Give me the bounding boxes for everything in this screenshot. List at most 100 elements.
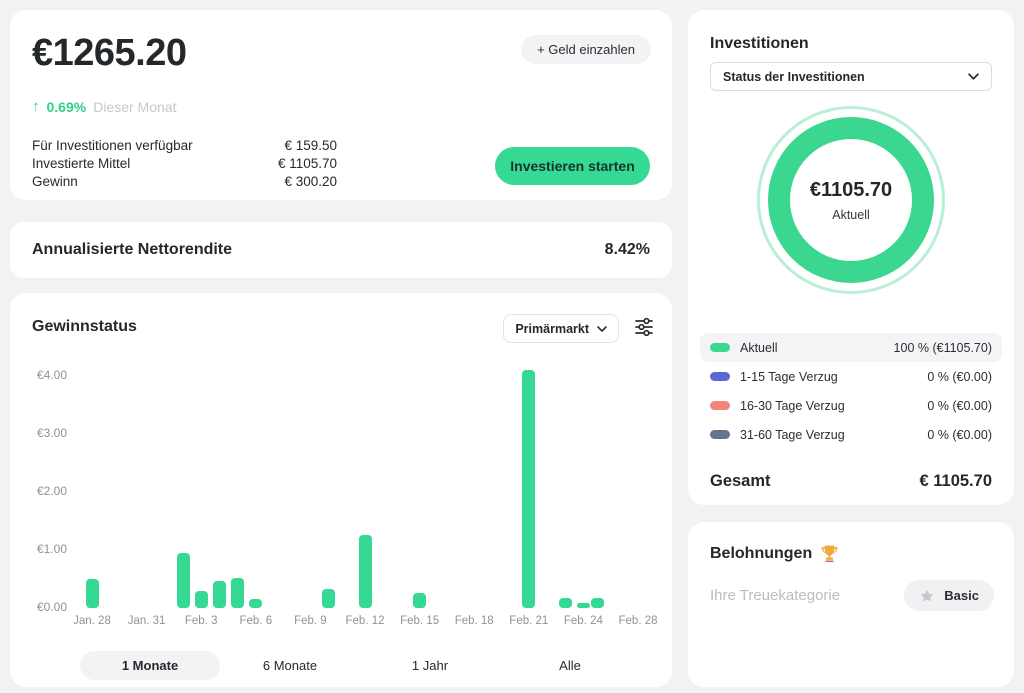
x-axis-label: Feb. 24 <box>563 615 603 627</box>
investment-status-legend: Aktuell 100 % (€1105.70) 1-15 Tage Verzug 0… <box>700 333 1002 449</box>
y-axis-label: €0.00 <box>36 600 67 614</box>
timeframe-tab-6-monate[interactable]: 6 Monate <box>262 658 318 673</box>
stat-row: Gewinn € 300.20 <box>32 173 337 191</box>
loyalty-row: Ihre Treuekategorie Basic <box>710 580 994 611</box>
net-return-value: 8.42% <box>604 241 650 258</box>
x-axis-label: Feb. 28 <box>618 615 658 627</box>
total-value: € 1105.70 <box>919 472 993 490</box>
deposit-money-button[interactable]: + Geld einzahlen <box>521 35 651 64</box>
rewards-title: Belohnungen <box>710 544 839 563</box>
x-axis-label: Jan. 28 <box>73 615 111 627</box>
chart-filter-button[interactable] <box>632 316 656 340</box>
legend-label: Aktuell <box>740 340 778 355</box>
start-investing-button[interactable]: Investieren starten <box>495 147 650 185</box>
profit-bar <box>231 578 245 608</box>
monthly-change: ↑ 0.69% Dieser Monat <box>32 98 176 115</box>
stat-label: Gewinn <box>32 174 78 189</box>
legend-row[interactable]: 31-60 Tage Verzug 0 % (€0.00) <box>700 420 1002 449</box>
legend-dot <box>710 430 730 439</box>
loyalty-tier-text: Basic <box>944 588 979 603</box>
profit-bar <box>85 579 99 608</box>
legend-label: 16-30 Tage Verzug <box>740 398 845 413</box>
timeframe-tabs: 1 Monate 6 Monate 1 Jahr Alle <box>80 651 640 680</box>
legend-row[interactable]: 1-15 Tage Verzug 0 % (€0.00) <box>700 362 1002 391</box>
change-period: Dieser Monat <box>93 98 177 115</box>
loyalty-label: Ihre Treuekategorie <box>710 587 841 604</box>
y-axis-label: €4.00 <box>36 368 67 382</box>
profit-bar <box>413 593 427 608</box>
star-icon <box>920 589 934 602</box>
net-return-card: Annualisierte Nettorendite 8.42% <box>10 222 672 278</box>
balance-card: €1265.20 + Geld einzahlen ↑ 0.69% Dieser… <box>10 10 672 200</box>
donut-ring: €1105.70 Aktuell <box>768 117 934 283</box>
profit-status-title: Gewinnstatus <box>32 318 137 335</box>
x-axis-label: Feb. 18 <box>454 615 494 627</box>
timeframe-tab-alle[interactable]: Alle <box>559 658 581 673</box>
chevron-down-icon <box>597 325 607 332</box>
stat-value: € 159.50 <box>284 138 337 153</box>
total-label: Gesamt <box>710 472 771 490</box>
profit-bar <box>590 598 604 608</box>
investments-card: Investitionen Status der Investitionen €… <box>688 10 1014 505</box>
profit-bar <box>194 591 208 608</box>
x-axis-label: Feb. 12 <box>345 615 385 627</box>
legend-label: 1-15 Tage Verzug <box>740 369 838 384</box>
legend-value: 0 % (€0.00) <box>927 398 992 413</box>
legend-dot <box>710 372 730 381</box>
y-axis-label: €3.00 <box>36 426 67 440</box>
profit-bar <box>322 589 336 608</box>
sliders-icon <box>635 317 653 337</box>
stat-value: € 300.20 <box>284 174 337 189</box>
rewards-card: Belohnungen Ihre Treuekategorie Basic <box>688 522 1014 687</box>
x-axis-label: Feb. 3 <box>184 615 218 627</box>
change-percent: 0.69% <box>46 98 87 115</box>
profit-bar <box>558 598 572 608</box>
profit-status-card: Gewinnstatus Primärmarkt €0.00 €1.00 €2.00… <box>10 293 672 687</box>
profit-bar <box>522 370 536 608</box>
rewards-title-text: Belohnungen <box>710 544 813 562</box>
legend-dot <box>710 343 730 352</box>
legend-label: 31-60 Tage Verzug <box>740 427 845 442</box>
legend-value: 0 % (€0.00) <box>927 427 992 442</box>
stat-value: € 1105.70 <box>277 156 337 171</box>
legend-row[interactable]: Aktuell 100 % (€1105.70) <box>700 333 1002 362</box>
y-axis-label: €2.00 <box>36 484 67 498</box>
loyalty-tier-badge: Basic <box>904 580 994 611</box>
x-axis-label: Feb. 21 <box>509 615 549 627</box>
donut-center-value: €1105.70 <box>809 178 893 201</box>
profit-bar <box>576 603 590 608</box>
y-axis-label: €1.00 <box>36 542 67 556</box>
profit-bar <box>358 535 372 608</box>
x-axis-label: Feb. 6 <box>239 615 273 627</box>
donut-center-label: Aktuell <box>832 207 870 222</box>
investments-total-row: Gesamt € 1105.70 <box>710 472 992 491</box>
profit-bar <box>212 581 226 608</box>
trophy-icon <box>821 545 838 562</box>
donut-outer-ring <box>757 106 945 294</box>
stat-label: Investierte Mittel <box>32 156 131 171</box>
net-return-label: Annualisierte Nettorendite <box>32 241 233 258</box>
up-arrow-icon: ↑ <box>32 98 40 115</box>
stat-row: Investierte Mittel € 1105.70 <box>32 155 337 173</box>
x-axis-label: Feb. 15 <box>400 615 440 627</box>
legend-value: 0 % (€0.00) <box>927 369 992 384</box>
legend-dot <box>710 401 730 410</box>
market-dropdown-label: Primärmarkt <box>515 321 589 336</box>
x-axis-label: Jan. 31 <box>127 615 166 627</box>
investments-title: Investitionen <box>710 35 809 52</box>
investment-status-dropdown[interactable]: Status der Investitionen <box>710 62 992 91</box>
investment-status-dropdown-label: Status der Investitionen <box>723 69 865 84</box>
total-balance: €1265.20 <box>32 32 187 74</box>
x-axis-label: Feb. 9 <box>294 615 327 627</box>
stat-row: Für Investitionen verfügbar € 159.50 <box>32 137 337 155</box>
legend-row[interactable]: 16-30 Tage Verzug 0 % (€0.00) <box>700 391 1002 420</box>
profit-bar <box>176 553 190 608</box>
stat-label: Für Investitionen verfügbar <box>32 138 193 153</box>
balance-stats: Für Investitionen verfügbar € 159.50 Inves… <box>32 137 337 191</box>
market-dropdown[interactable]: Primärmarkt <box>503 314 619 343</box>
profit-chart: €0.00 €1.00 €2.00 €3.00 €4.00 Jan. 28 Jan. 31 F… <box>37 363 658 627</box>
timeframe-tab-1-jahr[interactable]: 1 Jahr <box>411 658 449 673</box>
timeframe-tab-1-monate[interactable]: 1 Monate <box>80 651 220 680</box>
legend-value: 100 % (€1105.70) <box>893 340 992 355</box>
chevron-down-icon <box>968 73 979 80</box>
